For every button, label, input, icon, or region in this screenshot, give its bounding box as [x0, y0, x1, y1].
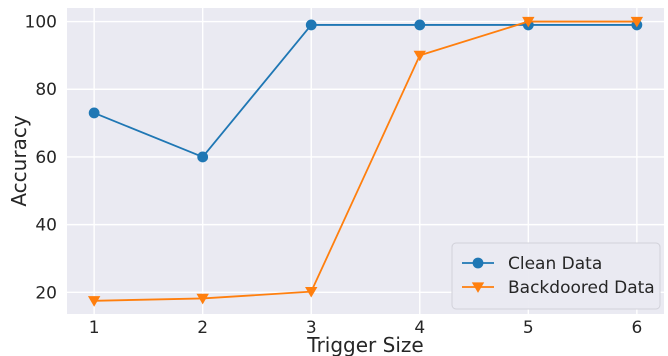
legend-marker-clean-data: [472, 257, 484, 269]
x-tick-label-2: 2: [197, 318, 208, 338]
series-1-point-3: [305, 287, 318, 298]
x-axis-label: Trigger Size: [306, 333, 423, 356]
legend-item-clean-data: Clean Data: [462, 254, 602, 274]
y-tick-label-40: 40: [35, 216, 57, 236]
x-tick-label-3: 3: [306, 318, 317, 338]
series-1-point-5: [522, 16, 535, 28]
series-0-point-4: [414, 19, 426, 31]
y-tick-label-80: 80: [35, 80, 57, 100]
series-layer: [87, 16, 644, 307]
legend-label-clean-data: Clean Data: [508, 254, 602, 274]
y-tick-label-100: 100: [25, 13, 57, 33]
x-tick-label-6: 6: [631, 318, 642, 338]
series-0-point-3: [305, 19, 317, 31]
series-0-point-2: [197, 151, 209, 163]
series-1-point-1: [87, 296, 101, 307]
legend: Clean Data Backdoored Data: [451, 242, 661, 310]
tick-labels: 20 40 60 80 100 1 2 3 4 5 6: [25, 13, 643, 338]
y-axis-label: Accuracy: [7, 115, 31, 206]
legend-item-backdoored-data: Backdoored Data: [462, 278, 655, 298]
series-0-point-1: [88, 107, 100, 119]
series-line-1: [93, 20, 638, 302]
series-1-point-2: [196, 293, 209, 305]
x-tick-label-1: 1: [89, 318, 100, 338]
y-tick-label-20: 20: [35, 283, 57, 303]
legend-label-backdoored-data: Backdoored Data: [508, 278, 655, 298]
y-tick-label-60: 60: [35, 148, 57, 168]
legend-marker-backdoored-data: [471, 282, 485, 293]
series-1-point-4: [413, 50, 426, 62]
legend-box: [451, 242, 661, 310]
series-line-0: [93, 24, 638, 158]
series-1-point-6: [630, 16, 644, 28]
x-tick-label-5: 5: [523, 318, 534, 338]
x-tick-label-4: 4: [414, 318, 425, 338]
